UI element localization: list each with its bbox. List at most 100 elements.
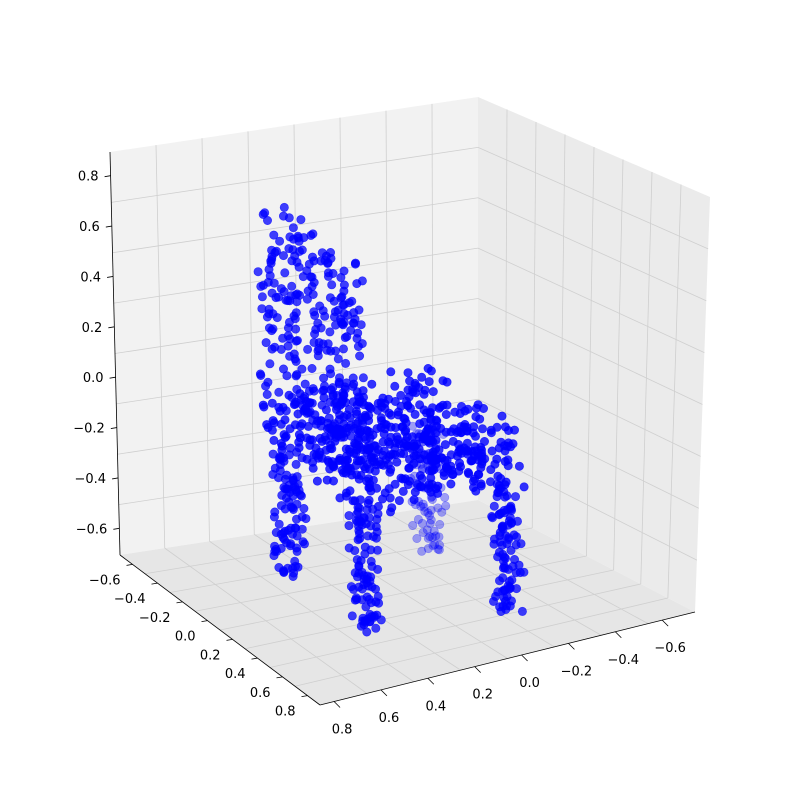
data-point <box>454 458 464 468</box>
data-point <box>270 342 280 352</box>
data-point <box>420 449 430 459</box>
data-point <box>427 532 437 542</box>
data-point <box>326 385 336 395</box>
data-point <box>292 546 302 556</box>
data-point <box>509 425 519 435</box>
data-point <box>421 433 431 443</box>
data-point <box>271 293 281 303</box>
data-point <box>276 438 286 448</box>
data-point <box>398 422 408 432</box>
data-point <box>500 422 510 432</box>
data-point <box>428 460 438 470</box>
data-point <box>257 292 267 302</box>
data-point <box>413 496 423 506</box>
data-point <box>346 582 356 592</box>
tick-left-depth <box>201 620 208 623</box>
data-point <box>420 506 430 516</box>
data-point <box>327 280 337 290</box>
data-point <box>319 393 329 403</box>
data-point <box>414 428 424 438</box>
data-point <box>264 323 274 333</box>
data-point <box>370 466 380 476</box>
data-point <box>426 455 436 465</box>
data-point <box>349 318 359 328</box>
data-point <box>321 405 331 415</box>
data-point <box>273 473 283 483</box>
data-point <box>456 427 466 437</box>
data-point <box>476 481 486 491</box>
data-point <box>486 425 496 435</box>
data-point <box>517 606 527 616</box>
tick-label-right-depth: −0.2 <box>561 664 593 679</box>
data-point <box>291 356 301 366</box>
data-point <box>291 459 301 469</box>
data-point <box>438 376 448 386</box>
data-point <box>418 527 428 537</box>
chart-ticks: −0.6 −0.4 −0.2 0.0 0.2 0.4 0.6 0.8 0.8 0.6 0.4 0.2 0… <box>73 170 686 738</box>
data-point <box>424 510 434 520</box>
tick-right-depth <box>333 701 341 708</box>
data-point <box>378 437 388 447</box>
data-point <box>411 500 421 510</box>
data-point <box>489 539 499 549</box>
grid-line <box>477 147 709 250</box>
data-point <box>336 317 346 327</box>
data-point <box>426 451 436 461</box>
data-point <box>256 281 266 291</box>
data-point <box>424 423 434 433</box>
data-point <box>323 271 333 281</box>
tick-label-left-depth: 0.6 <box>250 686 271 701</box>
data-point <box>424 478 434 488</box>
data-point <box>262 216 272 226</box>
tick-label-left-depth: −0.2 <box>139 611 171 626</box>
data-point <box>406 441 416 451</box>
tick-vertical <box>105 225 112 228</box>
data-point <box>274 387 284 397</box>
data-point <box>279 534 289 544</box>
data-point <box>352 470 362 480</box>
data-point <box>274 402 284 412</box>
data-point <box>294 437 304 447</box>
data-point <box>297 364 307 374</box>
data-point <box>423 544 433 554</box>
data-point <box>378 393 388 403</box>
grid-line <box>269 583 641 668</box>
data-point <box>291 324 301 334</box>
axis-line-left-depth <box>119 554 321 706</box>
data-point <box>390 396 400 406</box>
data-point <box>310 329 320 339</box>
data-point <box>432 427 442 437</box>
data-point <box>423 424 433 434</box>
grid-line <box>667 184 682 599</box>
data-point <box>371 447 381 457</box>
data-point <box>288 223 298 233</box>
tick-left-depth <box>301 695 308 698</box>
data-point <box>456 448 466 458</box>
data-point <box>446 450 456 460</box>
data-point <box>473 469 483 479</box>
tick-left-depth <box>226 638 233 641</box>
tick-label-vertical: 0.0 <box>83 371 104 386</box>
data-point <box>419 389 429 399</box>
data-point <box>365 402 375 412</box>
data-point <box>476 445 486 455</box>
data-point <box>493 471 503 481</box>
data-point <box>316 323 326 333</box>
data-point <box>418 437 428 447</box>
tick-vertical <box>113 527 120 530</box>
data-point <box>403 385 413 395</box>
data-point <box>390 381 400 391</box>
data-point <box>416 429 426 439</box>
data-point <box>344 511 354 521</box>
data-point <box>407 460 417 470</box>
data-point <box>489 501 499 511</box>
data-point <box>416 482 426 492</box>
data-point <box>279 202 289 212</box>
data-point <box>433 544 443 554</box>
data-point <box>259 402 269 412</box>
data-point <box>362 571 372 581</box>
tick-label-right-depth: −0.6 <box>654 641 686 656</box>
data-point <box>356 556 366 566</box>
tick-label-left-depth: 0.8 <box>275 705 296 720</box>
data-point <box>388 449 398 459</box>
